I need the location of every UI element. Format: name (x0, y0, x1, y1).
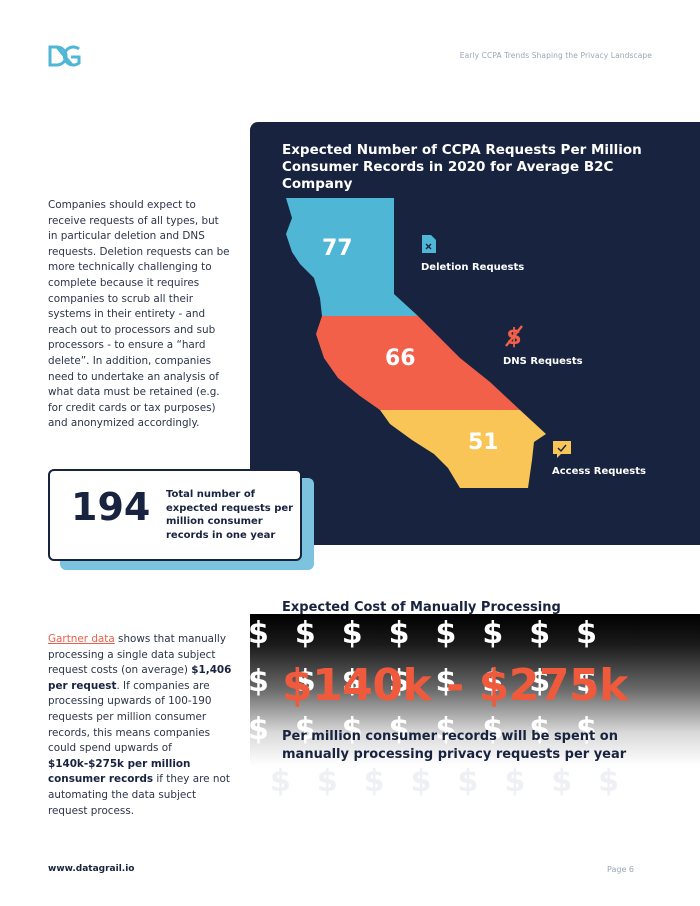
stat-label: Total number of expected requests per mi… (166, 489, 294, 541)
dollar-row: $$$$$$$$ (250, 616, 623, 651)
region-dns (316, 316, 520, 410)
gartner-text-2: . If companies are processing upwards of… (48, 679, 212, 755)
region-access (380, 410, 546, 488)
header-title: Early CCPA Trends Shaping the Privacy La… (459, 51, 652, 60)
dollar-pattern: $$$$$$$$ $$$$$$$$ $$$$$$$$ (250, 614, 700, 766)
no-dollar-icon: $ (505, 325, 523, 350)
cost-range: $140k - $275k (282, 660, 628, 711)
dns-value: 66 (385, 346, 416, 371)
access-value: 51 (468, 430, 499, 455)
dollar-row: $$$$$$$$ (270, 764, 645, 799)
california-map (286, 198, 546, 488)
dollar-pattern-fade: $$$$$$$$ (270, 762, 700, 808)
dollar-row: $$$$$$$$ (250, 712, 623, 747)
panel-title: Expected Number of CCPA Requests Per Mil… (282, 142, 642, 192)
dollar-row: $$$$$$$$ (250, 664, 623, 699)
check-chat-icon (553, 441, 571, 458)
cost-caption: Per million consumer records will be spe… (282, 729, 627, 762)
footer-url[interactable]: www.datagrail.io (48, 864, 135, 874)
datagrail-logo (48, 45, 81, 67)
document-x-icon (422, 235, 436, 253)
gartner-paragraph: Gartner data shows that manually process… (48, 632, 238, 819)
gartner-text-1: shows that manually processing a single … (48, 633, 226, 677)
gartner-text-3: if they are not automating the data subj… (48, 773, 230, 817)
gartner-bold-1: $1,406 per request (48, 664, 232, 692)
gartner-data-link[interactable]: Gartner data (48, 633, 115, 645)
deletion-label: Deletion Requests (421, 262, 525, 273)
dns-label: DNS Requests (503, 356, 583, 367)
gartner-bold-2: $140k-$275k per million consumer records (48, 757, 191, 786)
page-number: Page 6 (607, 865, 634, 874)
stat-value: 194 (71, 485, 151, 529)
stat-box (48, 469, 302, 561)
deletion-value: 77 (322, 236, 353, 261)
access-label: Access Requests (552, 466, 646, 477)
region-deletion (286, 198, 418, 316)
intro-paragraph: Companies should expect to receive reque… (48, 199, 230, 430)
